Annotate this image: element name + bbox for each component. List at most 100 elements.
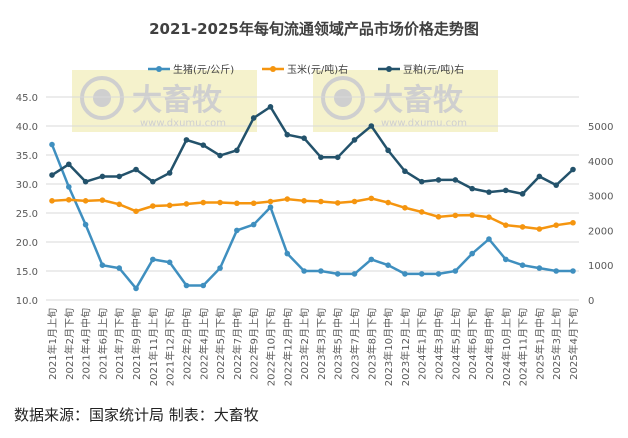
data-point xyxy=(133,166,139,173)
x-tick-label: 2021年6月上旬 xyxy=(96,308,109,380)
x-tick-label: 2022年5月下旬 xyxy=(214,308,227,380)
data-point xyxy=(200,282,207,289)
x-tick-label: 2022年7月中旬 xyxy=(231,308,244,380)
x-tick-label: 2025年4月下旬 xyxy=(567,308,580,380)
data-point xyxy=(82,178,89,185)
data-point xyxy=(502,256,509,263)
x-tick-label: 2021年2月下旬 xyxy=(63,308,76,380)
left-tick-label: 15.0 xyxy=(16,267,38,278)
data-point xyxy=(301,268,307,274)
data-point xyxy=(502,222,509,228)
data-point xyxy=(166,170,173,176)
watermark-url: www.dxumu.com xyxy=(381,118,467,129)
data-point xyxy=(570,268,576,274)
data-point xyxy=(402,168,408,175)
legend-marker xyxy=(156,66,162,72)
data-point xyxy=(99,197,106,203)
x-tick-label: 2024年6月下旬 xyxy=(466,308,479,380)
data-point xyxy=(502,187,509,194)
data-point xyxy=(553,222,559,228)
watermark-eye-pupil xyxy=(334,89,352,107)
data-point xyxy=(351,137,358,143)
data-point xyxy=(301,135,307,141)
left-tick-label: 20.0 xyxy=(16,238,38,249)
data-point xyxy=(469,185,475,192)
data-point xyxy=(452,268,459,274)
data-point xyxy=(351,198,358,205)
x-tick-label: 2021年12月下旬 xyxy=(164,308,177,386)
data-point xyxy=(486,189,492,195)
data-point xyxy=(368,123,375,129)
data-point xyxy=(519,224,526,230)
series-line-1 xyxy=(51,197,574,231)
data-point xyxy=(250,221,257,228)
data-point xyxy=(553,182,559,188)
data-point xyxy=(217,199,223,206)
data-point xyxy=(402,204,408,211)
data-point xyxy=(536,265,543,271)
watermark-url: www.dxumu.com xyxy=(140,118,226,129)
data-point xyxy=(200,199,207,206)
x-tick-label: 2021年4月中旬 xyxy=(80,308,93,380)
legend-item: 生猪(元/公斤) xyxy=(148,63,234,76)
left-tick-label: 25.0 xyxy=(16,209,38,220)
data-point xyxy=(99,262,106,269)
data-point xyxy=(284,196,291,202)
data-point xyxy=(318,268,324,274)
data-point xyxy=(82,221,89,228)
data-point xyxy=(570,219,576,226)
data-point xyxy=(334,200,341,206)
data-point xyxy=(418,178,425,185)
data-point xyxy=(234,227,240,234)
left-tick-label: 30.0 xyxy=(16,180,38,191)
x-tick-label: 2023年5月中旬 xyxy=(332,308,345,380)
data-point xyxy=(66,196,72,203)
data-point xyxy=(536,226,543,232)
data-point xyxy=(133,285,139,292)
legend-label: 生猪(元/公斤) xyxy=(173,63,234,76)
watermark-eye-icon xyxy=(80,76,124,120)
x-tick-label: 2024年3月中旬 xyxy=(433,308,446,380)
data-point xyxy=(402,271,408,277)
data-point xyxy=(250,200,257,207)
x-tick-label: 2024年10月上旬 xyxy=(500,308,513,386)
x-tick-label: 2025年3月上旬 xyxy=(550,308,563,380)
right-tick-label: 0 xyxy=(588,296,594,307)
watermark-eye-icon xyxy=(321,76,365,120)
data-point xyxy=(49,141,55,148)
left-tick-label: 45.0 xyxy=(16,93,38,104)
data-point xyxy=(318,198,324,205)
x-tick-label: 2022年4月上旬 xyxy=(197,308,210,380)
data-point xyxy=(150,256,156,263)
data-point xyxy=(82,198,89,204)
data-point xyxy=(469,212,475,218)
data-point xyxy=(116,265,123,271)
data-point xyxy=(553,268,559,274)
data-point xyxy=(183,201,190,207)
data-point xyxy=(183,137,190,143)
data-point xyxy=(217,152,223,159)
series-line-2 xyxy=(51,105,574,196)
x-tick-label: 2024年11月下旬 xyxy=(517,308,530,386)
x-tick-label: 2023年7月上旬 xyxy=(349,308,362,380)
data-point xyxy=(570,166,576,173)
x-tick-label: 2021年7月下旬 xyxy=(113,308,126,380)
series-line-0 xyxy=(50,144,573,291)
watermark-brand: 大畜牧 xyxy=(132,83,223,118)
data-point xyxy=(267,204,274,210)
data-point xyxy=(150,203,156,209)
data-point xyxy=(66,184,72,190)
x-tick-label: 2022年2月中旬 xyxy=(180,308,193,380)
data-point xyxy=(519,191,526,197)
left-tick-label: 10.0 xyxy=(16,296,38,307)
data-point xyxy=(435,214,442,220)
data-point xyxy=(385,199,391,206)
legend-item: 玉米(元/吨)右 xyxy=(262,63,348,76)
data-point xyxy=(452,177,459,183)
data-point xyxy=(133,208,139,215)
right-tick-label: 2000 xyxy=(588,226,613,237)
data-point xyxy=(150,178,156,185)
x-tick-label: 2022年9月上旬 xyxy=(248,308,261,380)
